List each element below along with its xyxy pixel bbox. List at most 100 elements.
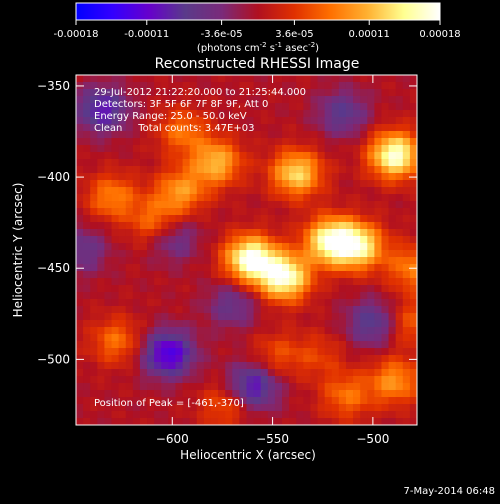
heatmap-cell — [296, 383, 304, 391]
heatmap-cell — [303, 236, 311, 244]
heatmap-cell — [104, 278, 112, 286]
heatmap-cell — [189, 250, 198, 258]
heatmap-cell — [210, 341, 219, 349]
heatmap-cell — [76, 299, 84, 307]
heatmap-cell — [267, 103, 276, 111]
heatmap-cell — [310, 327, 318, 335]
heatmap-cell — [338, 201, 347, 209]
heatmap-cell — [296, 215, 304, 223]
heatmap-cell — [267, 159, 276, 167]
heatmap-cell — [182, 187, 191, 195]
heatmap-cell — [303, 362, 311, 370]
heatmap-cell — [409, 152, 418, 160]
heatmap-cell — [154, 124, 162, 132]
heatmap-cell — [338, 103, 347, 111]
heatmap-cell — [374, 145, 382, 153]
heatmap-cell — [97, 278, 105, 286]
heatmap-cell — [374, 404, 382, 412]
heatmap-cell — [210, 334, 219, 342]
heatmap-cell — [381, 299, 389, 307]
heatmap-cell — [104, 397, 112, 405]
heatmap-cell — [317, 355, 326, 363]
heatmap-cell — [282, 250, 290, 258]
heatmap-cell — [353, 229, 361, 237]
heatmap-cell — [338, 222, 347, 230]
heatmap-cell — [267, 404, 276, 412]
heatmap-cell — [345, 369, 354, 377]
heatmap-cell — [289, 124, 297, 132]
heatmap-cell — [246, 327, 254, 335]
heatmap-cell — [360, 201, 368, 209]
heatmap-cell — [331, 222, 340, 230]
heatmap-cell — [253, 411, 262, 419]
heatmap-cell — [374, 306, 382, 314]
heatmap-cell — [97, 89, 105, 97]
heatmap-cell — [324, 82, 333, 90]
heatmap-cell — [168, 299, 176, 307]
heatmap-cell — [83, 173, 91, 181]
heatmap-cell — [161, 131, 169, 139]
heatmap-cell — [402, 138, 411, 146]
heatmap-cell — [232, 376, 240, 384]
heatmap-cell — [189, 152, 198, 160]
heatmap-cell — [246, 236, 254, 244]
heatmap-cell — [225, 334, 233, 342]
heatmap-cell — [218, 404, 226, 412]
heatmap-cell — [381, 145, 389, 153]
heatmap-cell — [125, 348, 134, 356]
heatmap-cell — [139, 124, 148, 132]
heatmap-cell — [360, 411, 368, 419]
heatmap-cell — [90, 285, 98, 293]
heatmap-cell — [282, 257, 290, 265]
heatmap-cell — [104, 264, 112, 272]
heatmap-cell — [218, 362, 226, 370]
heatmap-cell — [267, 82, 276, 90]
heatmap-cell — [353, 250, 361, 258]
heatmap-cell — [76, 320, 84, 328]
heatmap-cell — [360, 383, 368, 391]
heatmap-cell — [338, 376, 347, 384]
heatmap-cell — [303, 376, 311, 384]
heatmap-cell — [246, 278, 254, 286]
heatmap-cell — [225, 306, 233, 314]
heatmap-cell — [296, 411, 304, 419]
heatmap-cell — [203, 299, 212, 307]
heatmap-cell — [331, 278, 340, 286]
heatmap-cell — [239, 236, 247, 244]
heatmap-cell — [274, 236, 283, 244]
heatmap-cell — [310, 411, 318, 419]
heatmap-cell — [232, 180, 240, 188]
heatmap-cell — [388, 404, 397, 412]
heatmap-cell — [189, 306, 198, 314]
heatmap-cell — [76, 229, 84, 237]
heatmap-cell — [154, 292, 162, 300]
heatmap-cell — [104, 390, 112, 398]
heatmap-cell — [409, 376, 418, 384]
heatmap-cell — [402, 103, 411, 111]
heatmap-cell — [331, 285, 340, 293]
heatmap-cell — [218, 75, 226, 83]
heatmap-cell — [360, 278, 368, 286]
heatmap-cell — [154, 383, 162, 391]
heatmap-cell — [139, 278, 148, 286]
heatmap-cell — [395, 187, 404, 195]
heatmap-cell — [253, 145, 262, 153]
heatmap-cell — [260, 215, 269, 223]
heatmap-cell — [104, 194, 112, 202]
heatmap-cell — [97, 306, 105, 314]
heatmap-cell — [338, 271, 347, 279]
heatmap-cell — [97, 334, 105, 342]
heatmap-cell — [168, 82, 176, 90]
heatmap-cell — [218, 390, 226, 398]
heatmap-cell — [260, 285, 269, 293]
heatmap-cell — [296, 180, 304, 188]
heatmap-cell — [147, 418, 155, 426]
heatmap-cell — [282, 278, 290, 286]
heatmap-cell — [225, 362, 233, 370]
heatmap-cell — [225, 124, 233, 132]
heatmap-cell — [317, 208, 326, 216]
heatmap-cell — [289, 264, 297, 272]
heatmap-cell — [154, 82, 162, 90]
heatmap-cell — [97, 173, 105, 181]
heatmap-cell — [246, 292, 254, 300]
